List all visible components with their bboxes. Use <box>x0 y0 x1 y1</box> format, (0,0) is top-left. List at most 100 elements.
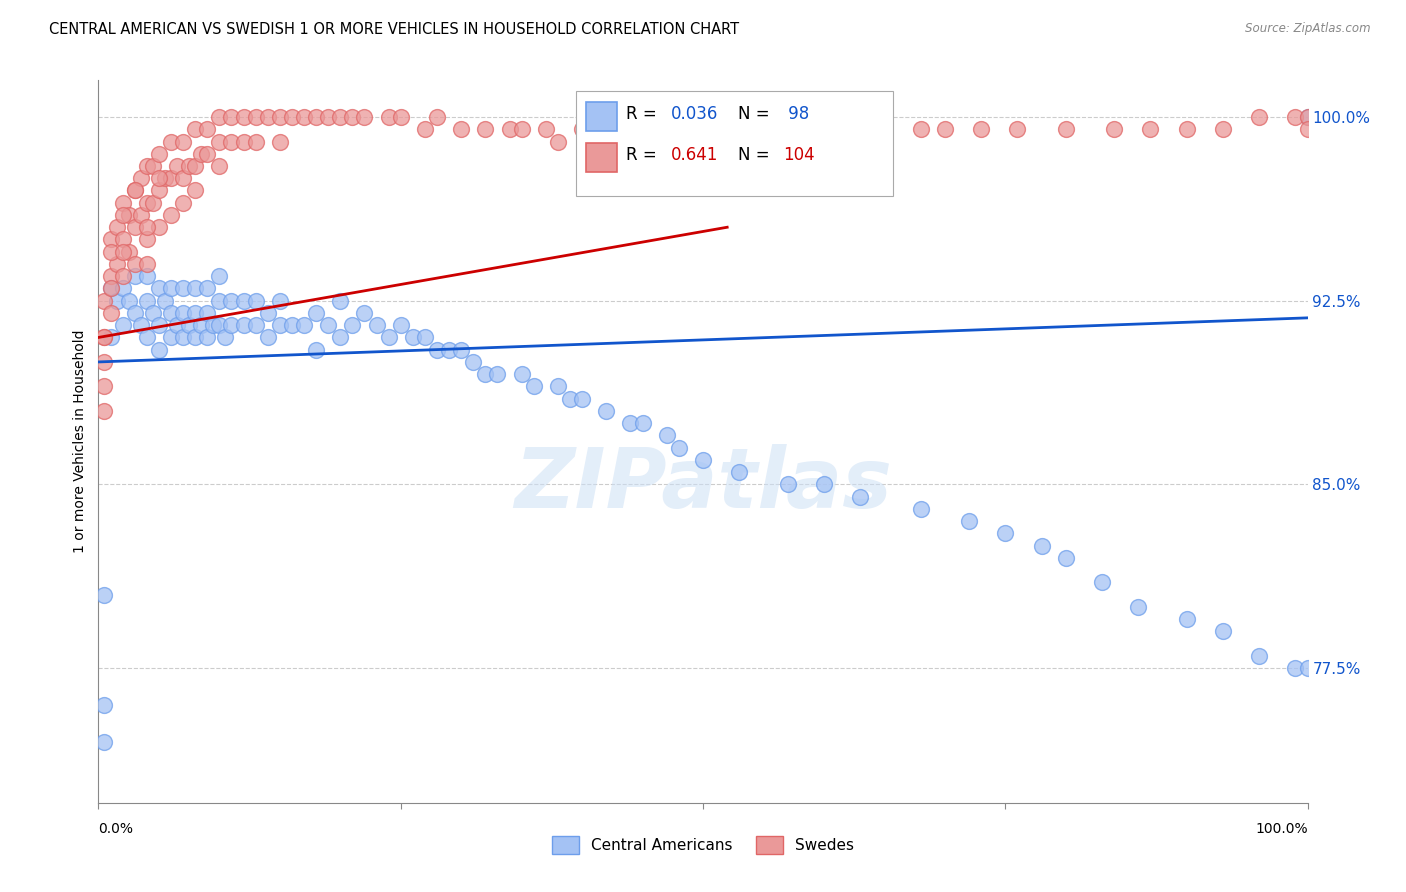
Point <box>172 171 194 186</box>
Point <box>1284 661 1306 675</box>
Point <box>413 330 436 344</box>
Point <box>534 122 557 136</box>
Point <box>100 269 122 284</box>
Point <box>1175 122 1198 136</box>
Point <box>329 293 352 308</box>
Point <box>256 330 278 344</box>
Point <box>135 257 157 271</box>
Point <box>195 122 218 136</box>
Point <box>129 208 152 222</box>
Point <box>329 110 352 124</box>
Point <box>292 318 315 333</box>
Point <box>184 330 207 344</box>
Point <box>202 318 225 333</box>
Point <box>292 110 315 124</box>
Point <box>105 257 128 271</box>
Point <box>221 318 243 333</box>
Point <box>135 269 157 284</box>
Point <box>118 293 141 308</box>
Point <box>135 159 157 173</box>
Point <box>1102 122 1125 136</box>
Point <box>631 416 654 430</box>
Point <box>111 208 134 222</box>
Point <box>1175 612 1198 626</box>
Point <box>208 135 231 149</box>
Point <box>1284 110 1306 124</box>
Point <box>172 330 194 344</box>
Point <box>716 122 738 136</box>
Point <box>1054 550 1077 565</box>
Point <box>100 306 122 320</box>
Point <box>100 330 122 344</box>
Point <box>1296 122 1319 136</box>
Point <box>619 416 641 430</box>
Point <box>1296 661 1319 675</box>
Point <box>190 318 212 333</box>
Point <box>498 122 520 136</box>
Point <box>172 306 194 320</box>
Point <box>184 184 207 198</box>
Point <box>316 318 339 333</box>
Point <box>1091 575 1114 590</box>
Point <box>93 588 115 602</box>
Point <box>510 122 533 136</box>
Point <box>269 293 291 308</box>
Point <box>752 122 775 136</box>
Text: 104: 104 <box>783 146 814 164</box>
Point <box>124 257 146 271</box>
Point <box>184 122 207 136</box>
Point <box>437 343 460 357</box>
Point <box>571 122 593 136</box>
Point <box>221 110 243 124</box>
Text: 0.036: 0.036 <box>671 105 718 123</box>
Point <box>153 171 176 186</box>
Point <box>124 184 146 198</box>
Point <box>148 146 170 161</box>
Point <box>256 110 278 124</box>
Point <box>208 318 231 333</box>
Point <box>342 318 364 333</box>
Point <box>195 146 218 161</box>
Point <box>934 122 956 136</box>
Point <box>148 184 170 198</box>
Text: 98: 98 <box>783 105 810 123</box>
Point <box>776 477 799 491</box>
Point <box>353 306 375 320</box>
Point <box>619 122 641 136</box>
Point <box>305 343 328 357</box>
Point <box>142 306 165 320</box>
Point <box>221 293 243 308</box>
Point <box>232 293 254 308</box>
Point <box>148 318 170 333</box>
Point <box>160 171 183 186</box>
Point <box>135 232 157 246</box>
Point <box>1296 110 1319 124</box>
Point <box>389 110 412 124</box>
Point <box>129 318 152 333</box>
Point <box>118 244 141 259</box>
Point <box>111 232 134 246</box>
Point <box>281 318 304 333</box>
Point <box>100 232 122 246</box>
Point <box>377 110 399 124</box>
Point <box>547 379 569 393</box>
Point <box>160 306 183 320</box>
Point <box>232 318 254 333</box>
Point <box>214 330 236 344</box>
Text: ZIPatlas: ZIPatlas <box>515 444 891 525</box>
Point <box>1212 122 1234 136</box>
Point <box>232 110 254 124</box>
Point <box>1054 122 1077 136</box>
Text: N =: N = <box>738 105 775 123</box>
Point <box>450 343 472 357</box>
Point <box>172 135 194 149</box>
Point <box>256 306 278 320</box>
Point <box>474 122 496 136</box>
Point <box>329 330 352 344</box>
Point <box>692 453 714 467</box>
Point <box>668 441 690 455</box>
Point <box>426 343 449 357</box>
Point <box>245 135 267 149</box>
Point <box>463 355 485 369</box>
Point <box>245 318 267 333</box>
